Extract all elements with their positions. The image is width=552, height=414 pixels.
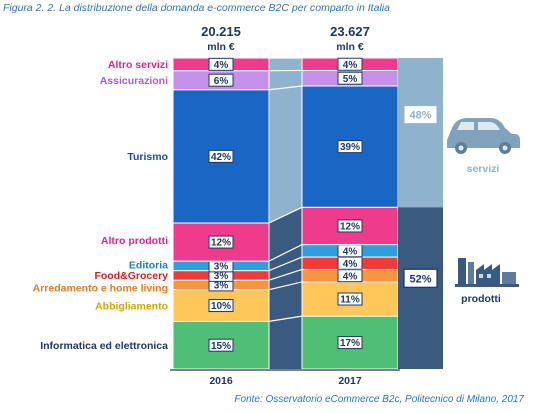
value-label-informatica-ed-elettronica-2016: 15% bbox=[211, 341, 231, 352]
value-label-arredamento-e-home-living-2017: 4% bbox=[343, 271, 358, 282]
category-label-arredamento-e-home-living: Arredamento e home living bbox=[33, 283, 168, 295]
category-label-altro-prodotti: Altro prodotti bbox=[101, 235, 168, 247]
category-label-assicurazioni: Assicurazioni bbox=[100, 75, 168, 87]
value-box bbox=[208, 235, 234, 249]
total-value-2016: 20.215 bbox=[201, 24, 241, 39]
value-label-food-grocery-2016: 3% bbox=[214, 271, 229, 282]
value-box bbox=[337, 336, 363, 350]
category-label-editoria: Editoria bbox=[129, 260, 168, 272]
x-tick-label-2017: 2017 bbox=[338, 375, 362, 387]
group-bar-prodotti bbox=[398, 207, 443, 369]
source-note: Fonte: Osservatorio eCommerce B2c, Polit… bbox=[234, 394, 524, 405]
value-label-altro-prodotti-2017: 12% bbox=[340, 222, 360, 233]
value-label-abbigliamento-2016: 10% bbox=[211, 301, 231, 312]
group-bar-servizi bbox=[398, 58, 443, 208]
total-unit-2017: mln € bbox=[336, 41, 364, 53]
value-label-turismo-2016: 42% bbox=[211, 152, 231, 163]
value-label-editoria-2017: 4% bbox=[343, 246, 358, 257]
connector-divider bbox=[268, 206, 303, 224]
group-box-servizi bbox=[403, 105, 438, 125]
value-label-editoria-2016: 3% bbox=[214, 261, 229, 272]
value-label-assicurazioni-2017: 5% bbox=[343, 74, 358, 85]
connector-prodotti bbox=[269, 207, 302, 369]
figure-caption: Figura 2. 2. La distribuzione della doma… bbox=[3, 2, 390, 14]
category-label-informatica-ed-elettronica: Informatica ed elettronica bbox=[40, 340, 168, 352]
group-value-prodotti: 52% bbox=[409, 273, 431, 285]
bar-segment-turismo-2016 bbox=[172, 89, 270, 224]
connector-divider bbox=[268, 268, 303, 281]
group-box-prodotti bbox=[403, 268, 438, 288]
value-label-altro-prodotti-2016: 12% bbox=[211, 238, 231, 249]
category-label-food-grocery: Food&Grocery bbox=[94, 270, 168, 282]
value-label-altro-servizi-2017: 4% bbox=[343, 60, 358, 71]
group-label-prodotti: prodotti bbox=[461, 293, 501, 305]
value-box bbox=[208, 57, 234, 71]
category-label-turismo: Turismo bbox=[127, 151, 168, 163]
value-box bbox=[337, 292, 363, 306]
value-box bbox=[208, 73, 234, 87]
connector-divider bbox=[268, 281, 303, 291]
value-label-turismo-2017: 39% bbox=[340, 142, 360, 153]
value-box bbox=[208, 149, 234, 163]
total-value-2017: 23.627 bbox=[330, 24, 370, 39]
value-box bbox=[337, 71, 363, 85]
group-value-servizi: 48% bbox=[409, 110, 431, 122]
group-label-servizi: servizi bbox=[467, 163, 500, 175]
value-label-informatica-ed-elettronica-2017: 17% bbox=[340, 338, 360, 349]
total-unit-2016: mln € bbox=[207, 41, 235, 53]
value-box bbox=[337, 219, 363, 233]
value-box bbox=[208, 338, 234, 352]
value-label-altro-servizi-2016: 4% bbox=[214, 60, 229, 71]
value-label-food-grocery-2017: 4% bbox=[343, 259, 358, 270]
category-label-altro-servizi: Altro servizi bbox=[108, 59, 168, 71]
value-label-abbigliamento-2017: 11% bbox=[340, 295, 360, 306]
value-label-arredamento-e-home-living-2016: 3% bbox=[214, 281, 229, 292]
connector-divider bbox=[268, 315, 303, 322]
connector-divider bbox=[268, 256, 303, 272]
x-tick-label-2016: 2016 bbox=[209, 375, 233, 387]
value-box bbox=[208, 299, 234, 313]
value-box bbox=[337, 57, 363, 71]
category-label-abbigliamento: Abbigliamento bbox=[95, 300, 168, 312]
connector-divider bbox=[268, 85, 303, 91]
factory-icon bbox=[455, 258, 519, 287]
car-icon bbox=[447, 118, 520, 154]
value-label-assicurazioni-2016: 6% bbox=[214, 76, 229, 87]
connector-divider bbox=[268, 244, 303, 262]
connector-servizi bbox=[269, 58, 302, 224]
value-box bbox=[337, 140, 363, 154]
